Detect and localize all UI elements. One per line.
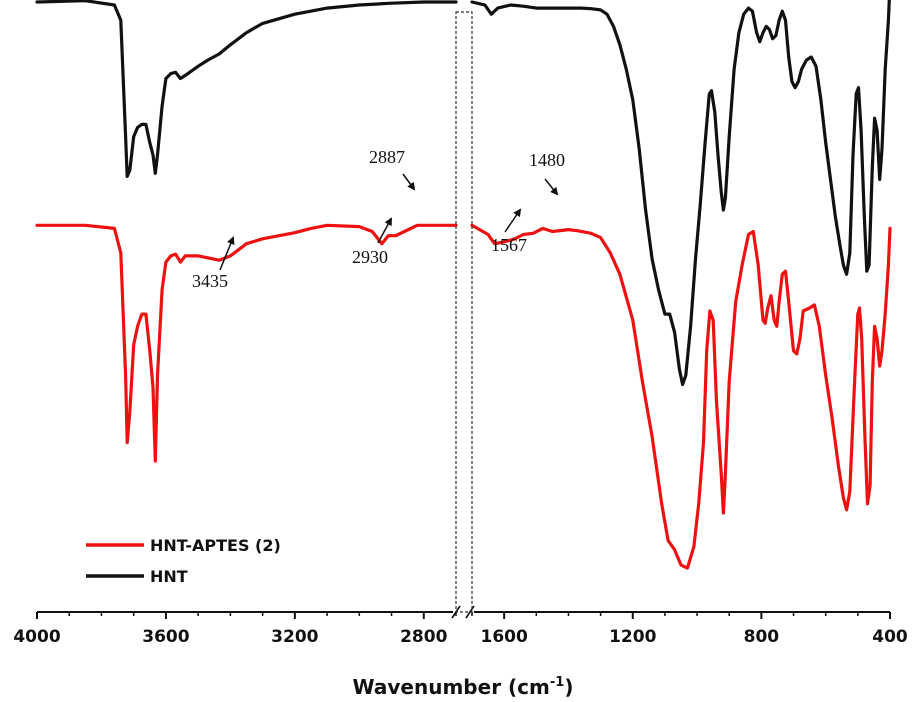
peak-arrow <box>219 236 235 271</box>
break-gap-box <box>455 11 473 613</box>
peak-annotation: 3435 <box>192 236 235 291</box>
peak-arrow <box>544 178 559 196</box>
peak-label: 2930 <box>352 247 388 267</box>
x-axis-title: Wavenumber (cm-1) <box>353 675 574 699</box>
peak-label: 2887 <box>369 147 405 167</box>
legend-entry: HNT <box>86 567 188 586</box>
peak-arrow <box>504 208 522 233</box>
x-tick-label: 800 <box>744 627 780 647</box>
x-tick-label: 400 <box>872 627 908 647</box>
peak-label: 1567 <box>491 235 527 255</box>
x-axis: 4000 3600 3200 2800 1600 1200 800 400 <box>13 611 908 647</box>
peak-label: 3435 <box>192 271 228 291</box>
x-tick-label: 2800 <box>400 627 447 647</box>
legend-label: HNT <box>150 567 188 586</box>
series-line-segment-1 <box>35 223 458 463</box>
peak-annotation: 1567 <box>491 208 527 255</box>
series-line-segment-2 <box>470 223 892 570</box>
peak-annotation: 2887 <box>369 147 416 191</box>
x-tick-label: 4000 <box>13 627 60 647</box>
series-hnt <box>35 0 891 387</box>
legend: HNT-APTES (2) HNT <box>86 536 281 586</box>
peak-arrow <box>402 173 416 191</box>
x-tick-label: 1200 <box>609 627 656 647</box>
axis-break <box>451 11 475 619</box>
peak-annotation: 2930 <box>352 217 392 267</box>
x-tick-label: 3200 <box>271 627 318 647</box>
series-line-segment-2 <box>470 0 891 387</box>
series-line-segment-1 <box>35 0 458 178</box>
x-tick-label: 3600 <box>142 627 189 647</box>
x-tick-label: 1600 <box>480 627 527 647</box>
legend-entry: HNT-APTES (2) <box>86 536 281 555</box>
series-hnt-aptes <box>35 223 892 570</box>
peak-annotation: 1480 <box>529 150 565 196</box>
peak-label: 1480 <box>529 150 565 170</box>
series-layer <box>35 0 892 570</box>
annotations: 3435 2930 2887 1567 1480 <box>192 147 565 291</box>
peak-arrow <box>377 217 392 244</box>
legend-label: HNT-APTES (2) <box>150 536 281 555</box>
